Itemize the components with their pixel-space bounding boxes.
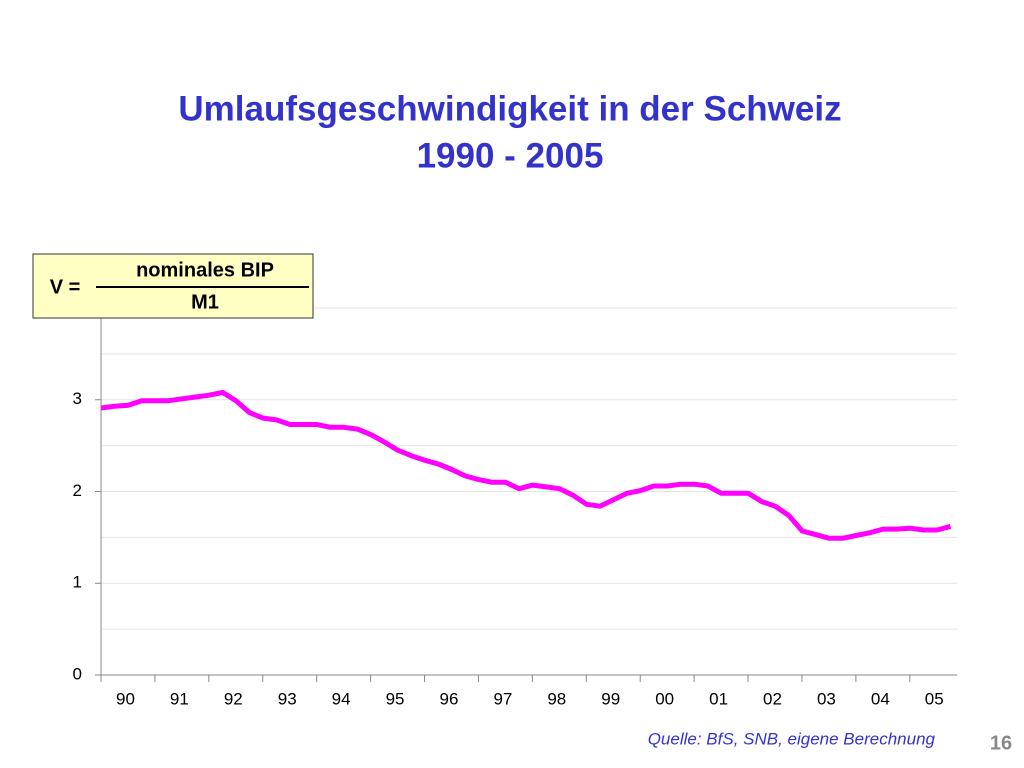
formula-lhs: V = [50,276,81,298]
page-number: 16 [990,732,1012,754]
x-tick-label: 95 [386,689,405,708]
x-tick-label: 94 [332,689,351,708]
x-tick-label: 02 [763,689,782,708]
x-tick-label: 04 [871,689,890,708]
x-tick-label: 96 [440,689,459,708]
x-tick-label: 90 [116,689,135,708]
y-tick-label: 3 [73,389,82,408]
x-tick-label: 92 [224,689,243,708]
x-tick-label: 97 [493,689,512,708]
x-tick-label: 01 [709,689,728,708]
x-tick-label: 93 [278,689,297,708]
x-tick-label: 03 [817,689,836,708]
x-tick-label: 98 [547,689,566,708]
formula-box: V = nominales BIP M1 [32,253,314,319]
x-tick-label: 05 [925,689,944,708]
x-tick-label: 99 [601,689,620,708]
chart-title: Umlaufsgeschwindigkeit in der Schweiz [178,89,841,128]
source-note: Quelle: BfS, SNB, eigene Berechnung [648,729,936,748]
formula-denominator: M1 [191,291,219,313]
data-line [100,389,952,541]
chart-subtitle: 1990 - 2005 [417,136,604,175]
y-tick-label: 0 [73,664,82,683]
x-tick-label: 91 [170,689,189,708]
x-tick-label: 00 [655,689,674,708]
formula-numerator: nominales BIP [136,259,274,281]
y-tick-label: 1 [73,573,82,592]
y-tick-label: 2 [73,481,82,500]
